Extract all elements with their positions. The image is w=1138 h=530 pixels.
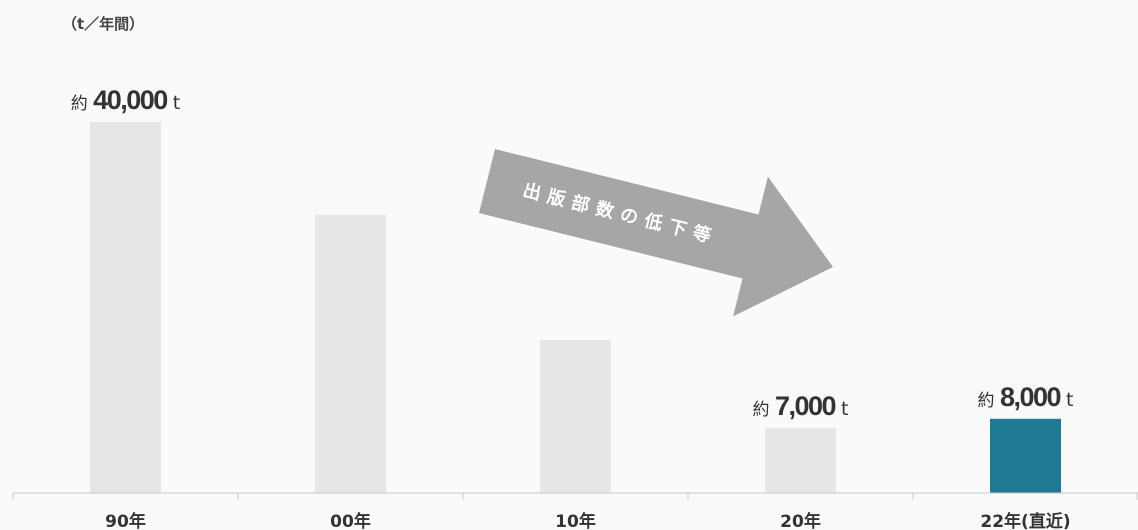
data-label-unit: t <box>841 398 848 420</box>
x-tick-label: 22年(直近) <box>980 511 1070 530</box>
data-label-value: 8,000 <box>1000 382 1061 412</box>
unit-label: （t／年間） <box>62 15 144 33</box>
data-label: 約 7,000 t <box>753 391 849 421</box>
bar-2 <box>540 340 611 493</box>
data-label: 約 40,000 t <box>71 85 180 115</box>
data-labels-group: 約 40,000 t約 7,000 t 約 8,000 t <box>71 85 1074 421</box>
data-label-prefix: 約 <box>71 94 93 114</box>
x-tick-label: 90年 <box>105 511 146 530</box>
data-label-prefix: 約 <box>978 391 1000 411</box>
bars-group <box>90 122 1061 494</box>
data-label-prefix: 約 <box>753 400 775 420</box>
data-label-unit: t <box>173 92 180 114</box>
bar-0 <box>90 122 161 493</box>
x-tick-label: 10年 <box>555 511 596 530</box>
trend-arrow: 出版部数の低下等 <box>479 149 833 317</box>
trend-arrow-shape <box>479 149 833 317</box>
data-label-value: 40,000 <box>93 85 167 115</box>
x-tick-label: 00年 <box>330 511 371 530</box>
bar-3 <box>765 428 836 493</box>
bar-1 <box>315 214 386 494</box>
data-label-value: 7,000 <box>775 391 836 421</box>
x-axis: 90年 00年 10年 20年 22年(直近) <box>12 492 1138 530</box>
data-label: 約 8,000 t <box>978 382 1074 412</box>
x-tick-label: 20年 <box>780 511 821 530</box>
data-label-unit: t <box>1066 389 1073 411</box>
bar-4 <box>990 418 1061 493</box>
